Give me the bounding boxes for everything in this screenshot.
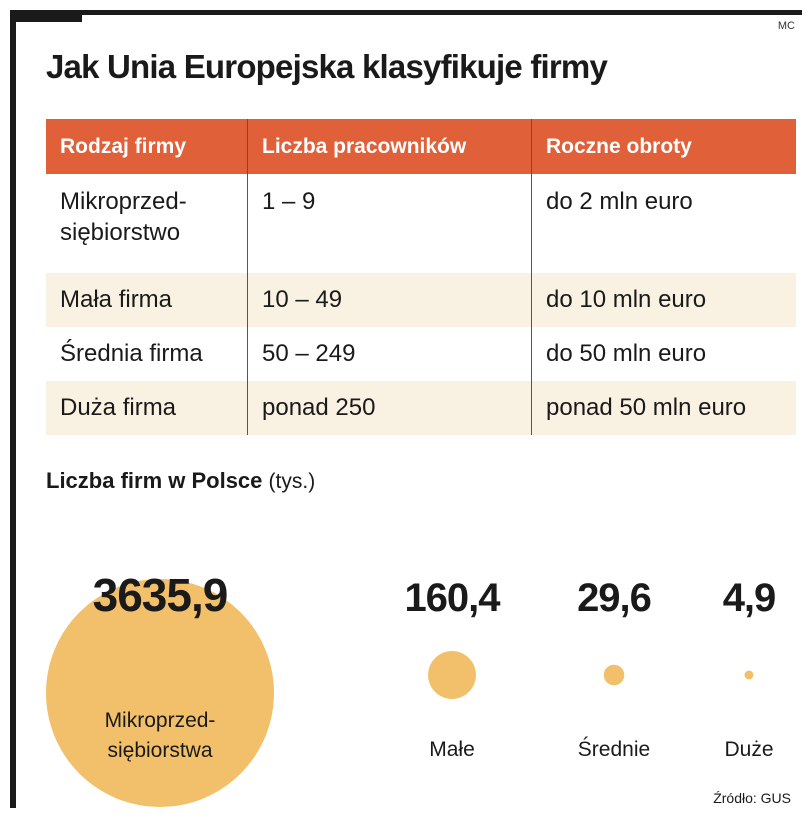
value-label-2: 29,6 [577,576,651,620]
frame-left-rule [10,10,16,808]
cell-company-type: Średnia firma [60,340,203,367]
section-title-text: Liczba firm w Polsce [46,468,263,493]
cell-turnover: do 2 mln euro [531,174,796,273]
bubble-0 [46,579,274,807]
cell-turnover: do 10 mln euro [531,273,796,327]
cell-company-type: Duża firma [46,381,248,435]
frame-top-rule [10,10,802,15]
cell-employees: ponad 250 [247,381,532,435]
header-company-type: Rodzaj firmy [46,119,248,174]
source-note: Źródło: GUS [713,790,791,806]
bubble-2 [603,664,625,686]
table-row: Średnia firma 50 – 249 do 50 mln euro [46,327,796,381]
table-row: Mała firma 10 – 49 do 10 mln euro [46,273,796,327]
cell-company-type: Mała firma [46,273,248,327]
category-label-3: Duże [724,738,773,761]
value-label-1: 160,4 [404,576,501,620]
cell-turnover: ponad 50 mln euro [531,381,796,435]
value-label-0: 3635,9 [93,569,228,621]
category-label-0: siębiorstwa [107,739,212,762]
cell-turnover: do 50 mln euro [531,327,796,381]
category-label-2: Średnie [578,737,650,761]
bubble-1 [428,651,476,699]
cell-employees: 50 – 249 [247,327,532,381]
author-initials: MC [777,20,795,32]
frame-corner [10,10,82,22]
table-row: Duża firma ponad 250 ponad 50 mln euro [46,381,796,435]
header-employees: Liczba pracowników [247,119,532,174]
category-label-0: Mikroprzed- [105,709,216,732]
section-title-unit: (tys.) [268,470,316,493]
page-title: Jak Unia Europejska klasyfikuje firmy [46,48,608,85]
cell-employees: 1 – 9 [247,174,532,273]
cell-employees: 10 – 49 [247,273,532,327]
category-label-1: Małe [429,738,475,761]
section-title: Liczba firm w Polsce (tys.) [46,468,315,494]
classification-table: Rodzaj firmy Liczba pracowników Roczne o… [46,119,796,435]
header-turnover: Roczne obroty [531,119,796,174]
table-header-row: Rodzaj firmy Liczba pracowników Roczne o… [46,119,796,174]
cell-company-type: Mikroprzed- siębiorstwo [60,188,187,246]
bubble-3 [744,670,754,680]
table-row: Mikroprzed- siębiorstwo 1 – 9 do 2 mln e… [46,174,796,273]
value-label-3: 4,9 [723,576,776,620]
